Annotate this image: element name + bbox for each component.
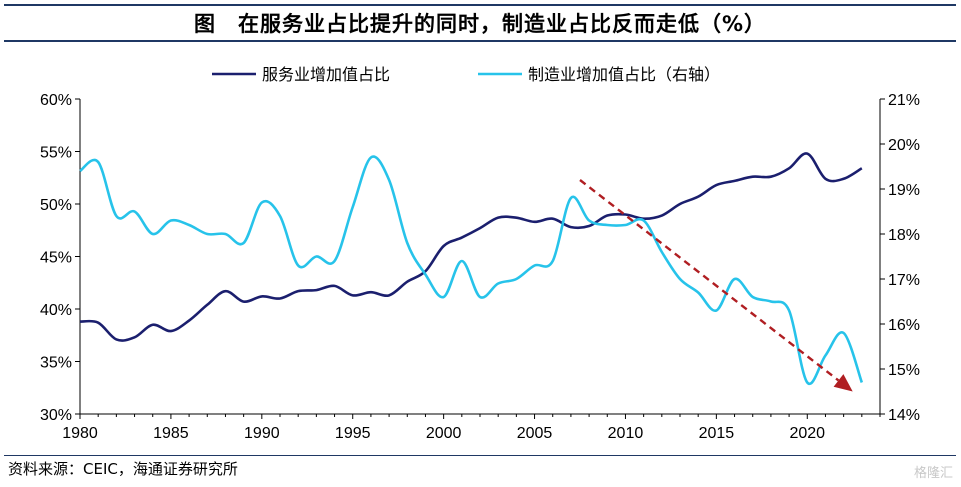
y-right-tick-label: 18%	[888, 227, 920, 244]
x-tick-label: 1980	[62, 425, 98, 442]
x-tick-label: 1995	[335, 425, 371, 442]
source-divider	[4, 455, 956, 456]
y-left-tick-label: 45%	[40, 250, 72, 267]
watermark: 格隆汇	[913, 466, 953, 481]
y-left-tick-label: 40%	[40, 302, 72, 319]
y-left-tick-label: 50%	[40, 197, 72, 214]
y-right-tick-label: 14%	[888, 407, 920, 424]
y-right-tick-label: 19%	[888, 182, 920, 199]
series-line-services	[79, 152, 863, 342]
x-tick-label: 2005	[517, 425, 553, 442]
x-tick-label: 2010	[608, 425, 644, 442]
series-line-manufacturing	[79, 155, 864, 386]
x-tick-label: 2020	[789, 425, 825, 442]
x-tick-label: 1985	[153, 425, 189, 442]
trend-arrow-line	[579, 179, 840, 382]
legend-label-manufacturing: 制造业增加值占比（右轴）	[528, 66, 720, 84]
y-right-tick-label: 16%	[888, 317, 920, 334]
y-left-tick-label: 30%	[40, 407, 72, 424]
trend-arrow-head	[833, 374, 853, 392]
y-right-tick-label: 17%	[888, 272, 920, 289]
y-right-tick-label: 21%	[888, 92, 920, 109]
legend-label-services: 服务业增加值占比	[262, 66, 390, 84]
x-tick-label: 1990	[244, 425, 280, 442]
x-tick-label: 2000	[426, 425, 462, 442]
y-left-tick-label: 55%	[40, 145, 72, 162]
y-right-tick-label: 15%	[888, 362, 920, 379]
figure-title: 在服务业占比提升的同时，制造业占比反而走低（%）	[237, 12, 767, 36]
y-left-tick-label: 60%	[40, 92, 72, 109]
y-left-tick-label: 35%	[40, 355, 72, 372]
figure-label: 图	[193, 12, 216, 36]
source-note: 资料来源：CEIC，海通证券研究所	[8, 460, 238, 478]
figure-title-bar: 图 在服务业占比提升的同时，制造业占比反而走低（%）	[4, 4, 956, 42]
x-tick-label: 2015	[699, 425, 735, 442]
line-chart: 30% 35% 40% 45% 50% 55% 60% 14% 15% 16% 17% 18% 19% 2…	[40, 66, 920, 442]
y-right-tick-label: 20%	[888, 137, 920, 154]
